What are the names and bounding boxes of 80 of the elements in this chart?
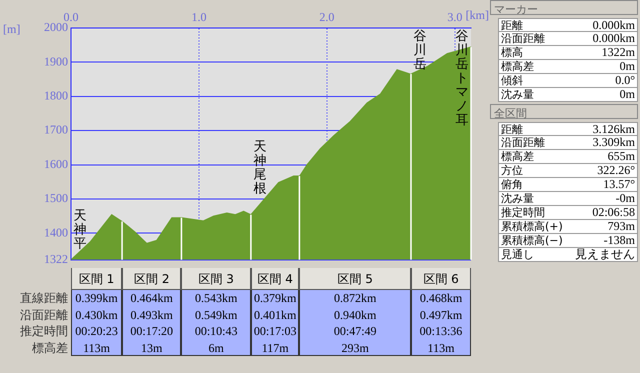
text: 00:17:03 (250, 323, 300, 340)
text: 0.493km (122, 306, 182, 323)
category-label: 見通し (501, 248, 534, 261)
category-label: 距離 (501, 123, 523, 136)
text: 113m (71, 340, 122, 356)
text: 0.497km (410, 306, 471, 323)
text: 117m (250, 340, 300, 356)
category-label: 累積標高(−) (501, 234, 563, 247)
category-label: 沈み量 (501, 88, 534, 101)
text: 0m (620, 59, 635, 73)
x-axis-title: [km] (466, 8, 489, 22)
text: 0.940km (299, 306, 411, 323)
text: 00:10:43 (181, 323, 251, 340)
text: 0.379km (250, 290, 300, 306)
text: 全区間 (490, 104, 638, 120)
text: マーカー (490, 0, 638, 16)
y-tick-label: 1400 (44, 225, 68, 240)
text: 0.464km (122, 290, 182, 306)
text: 00:17:20 (122, 323, 182, 340)
y-axis-title: [m] (3, 22, 20, 36)
x-tick-label: 2.0 (319, 10, 334, 24)
text: 0.0° (615, 73, 635, 87)
category-label: 沿面距離 (501, 32, 545, 45)
y-tick-label: 1500 (44, 191, 68, 206)
text: 322.26° (597, 163, 635, 177)
text: -0m (616, 191, 635, 205)
category-label: 標高差 (32, 340, 68, 354)
text: 3.309km (592, 135, 635, 149)
text: 見えません (575, 247, 635, 261)
text: 0.401km (250, 306, 300, 323)
category-label: 方位 (501, 164, 523, 177)
category-label: 累積標高(+) (501, 220, 563, 233)
category-label: 区間 2 (122, 268, 182, 290)
category-label: 区間 5 (299, 268, 411, 290)
text: 3.126km (592, 122, 635, 136)
category-label: 推定時間 (20, 324, 68, 338)
y-tick-label: 1900 (44, 54, 68, 68)
text: 00:13:36 (410, 323, 471, 340)
text: 6m (181, 340, 251, 356)
text: 0.000km (592, 31, 635, 45)
text: 0.549km (181, 306, 251, 323)
text: 0.872km (299, 290, 411, 306)
text: 655m (608, 149, 635, 163)
text: 0m (620, 87, 635, 101)
text: 293m (299, 340, 411, 356)
category-label: 区間 1 (71, 268, 122, 290)
text: 00:20:23 (71, 323, 122, 340)
category-label: 区間 6 (410, 268, 471, 290)
text: 0.430km (71, 306, 122, 323)
category-label: 沿面距離 (20, 308, 68, 322)
x-tick-label: 1.0 (191, 10, 206, 24)
text: 02:06:58 (592, 205, 635, 219)
category-label: 距離 (501, 19, 523, 32)
text: -138m (604, 233, 635, 247)
category-label: 沿面距離 (501, 136, 545, 149)
category-label: 標高 (501, 46, 523, 59)
text: 13m (122, 340, 182, 356)
text: 0.399km (71, 290, 122, 306)
category-label: 直線距離 (20, 291, 68, 305)
category-label: 沈み量 (501, 192, 534, 205)
category-label: 区間 4 (250, 268, 300, 290)
y-tick-label: 1322 (44, 252, 68, 266)
category-label: 俯角 (501, 178, 523, 191)
y-tick-label: 1600 (44, 156, 68, 171)
x-tick-label: 3.0 (447, 10, 462, 24)
text: 13.57° (603, 177, 635, 191)
category-label: 標高差 (501, 60, 534, 73)
y-tick-label: 1800 (44, 88, 68, 103)
category-label: 標高差 (501, 150, 534, 163)
y-tick-label: 1700 (44, 122, 68, 137)
category-label: 区間 3 (181, 268, 251, 290)
text: 793m (608, 219, 635, 233)
text: 0.543km (181, 290, 251, 306)
text: 1322m (602, 45, 635, 59)
text: 0.468km (410, 290, 471, 306)
text: 113m (410, 340, 471, 356)
text: 0.000km (592, 18, 635, 32)
category-label: 推定時間 (501, 206, 545, 219)
text: 00:47:49 (299, 323, 411, 340)
category-label: 傾斜 (501, 74, 523, 87)
